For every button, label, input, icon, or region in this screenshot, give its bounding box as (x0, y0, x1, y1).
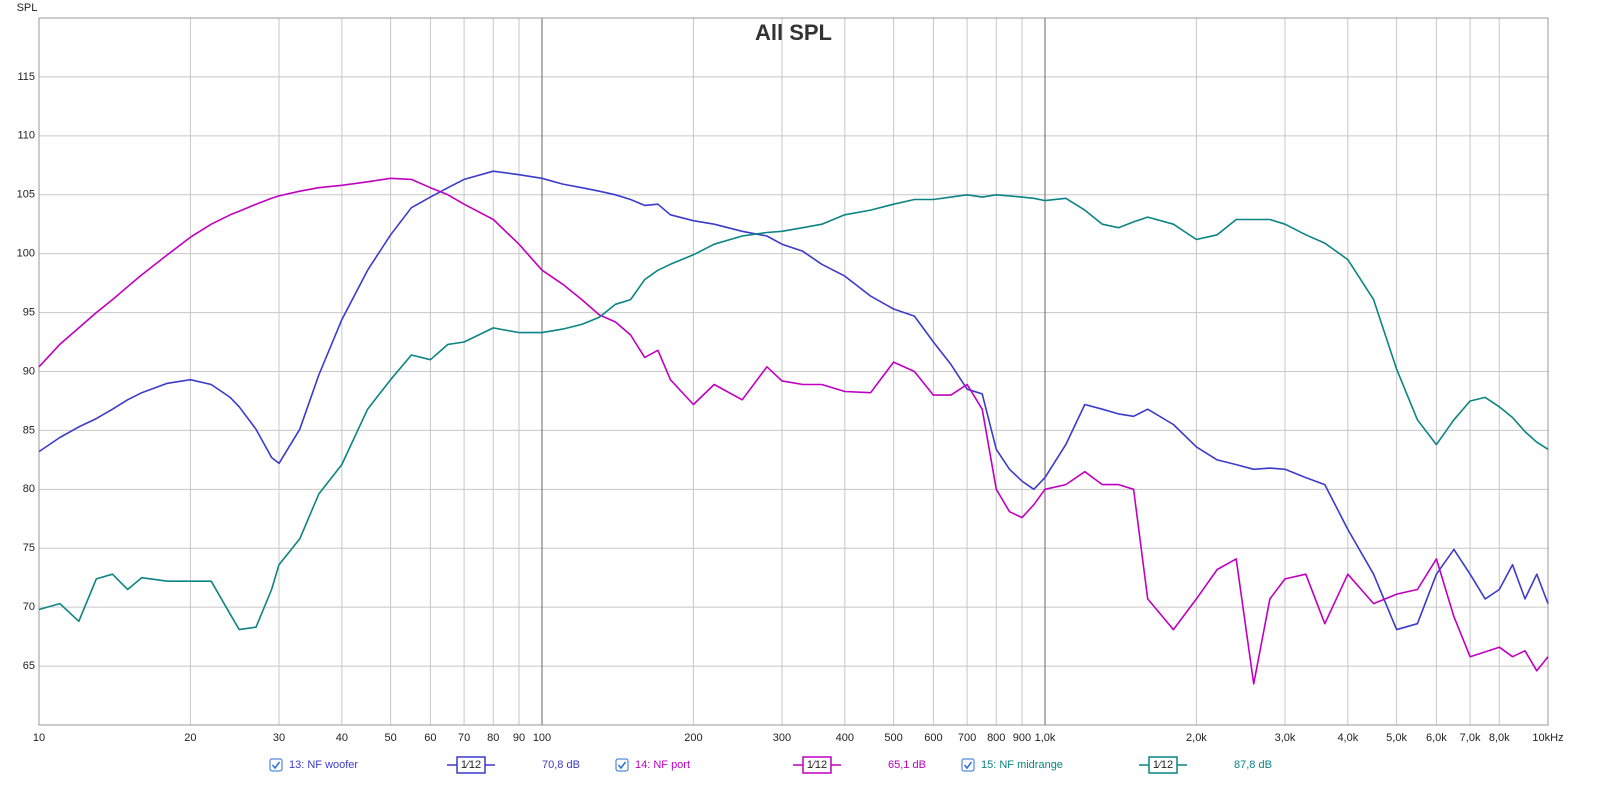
checkmark (617, 761, 627, 770)
smoothing-label: 1⁄12 (1153, 759, 1173, 771)
smoothing-box[interactable] (802, 756, 832, 774)
legend-name: 15: NF midrange (981, 759, 1063, 771)
y-tick-label: 85 (23, 424, 35, 436)
x-tick-label: 6,0k (1426, 732, 1447, 744)
legend-name: 13: NF woofer (289, 759, 358, 771)
y-tick-label: 90 (23, 365, 35, 377)
series-line (38, 170, 1549, 631)
checkmark (271, 761, 281, 770)
y-tick-label: 65 (23, 660, 35, 672)
x-tick-label: 30 (273, 732, 285, 744)
x-tick-label: 8,0k (1489, 732, 1510, 744)
x-tick-label: 70 (458, 732, 470, 744)
y-tick-label: 70 (23, 601, 35, 613)
y-tick-label: 100 (17, 248, 35, 260)
y-tick-label: 115 (17, 71, 35, 83)
chart-title: All SPL (755, 20, 832, 45)
y-tick-label: 105 (17, 189, 35, 201)
smoothing-box[interactable] (1148, 756, 1178, 774)
series-line (38, 194, 1549, 631)
x-tick-label: 3,0k (1275, 732, 1296, 744)
legend-level: 65,1 dB (888, 759, 926, 771)
x-tick-label: 1,0k (1035, 732, 1056, 744)
x-tick-label: 700 (958, 732, 976, 744)
legend-item: 15: NF midrange 1⁄12 87,8 dB (961, 756, 1272, 774)
y-tick-label: 80 (23, 483, 35, 495)
x-tick-label: 600 (924, 732, 942, 744)
x-tick-label: 100 (533, 732, 551, 744)
legend-checkbox[interactable] (615, 758, 629, 772)
x-tick-label: 800 (987, 732, 1005, 744)
x-tick-label: 900 (1013, 732, 1031, 744)
legend-item: 13: NF woofer 1⁄12 70,8 dB (269, 756, 580, 774)
x-tick-label: 5,0k (1386, 732, 1407, 744)
x-tick-label: 7,0k (1460, 732, 1481, 744)
y-tick-label: 95 (23, 306, 35, 318)
legend-item: 14: NF port 1⁄12 65,1 dB (615, 756, 926, 774)
smoothing-box[interactable] (456, 756, 486, 774)
legend-checkbox[interactable] (269, 758, 283, 772)
x-tick-label: 10kHz (1532, 732, 1563, 744)
x-tick-label: 300 (773, 732, 791, 744)
x-tick-label: 20 (184, 732, 196, 744)
x-tick-label: 60 (424, 732, 436, 744)
x-tick-label: 80 (487, 732, 499, 744)
y-tick-label: 110 (17, 130, 35, 142)
checkmark (963, 761, 973, 770)
legend-name: 14: NF port (635, 759, 690, 771)
x-tick-label: 2,0k (1186, 732, 1207, 744)
series-line (38, 177, 1549, 685)
x-tick-label: 40 (336, 732, 348, 744)
legend-checkbox[interactable] (961, 758, 975, 772)
smoothing-label: 1⁄12 (807, 759, 827, 771)
x-tick-label: 400 (836, 732, 854, 744)
x-tick-label: 4,0k (1337, 732, 1358, 744)
x-tick-label: 50 (384, 732, 396, 744)
plot-frame (38, 17, 1549, 726)
legend-level: 87,8 dB (1234, 759, 1272, 771)
legend-level: 70,8 dB (542, 759, 580, 771)
x-tick-label: 90 (513, 732, 525, 744)
smoothing-label: 1⁄12 (461, 759, 481, 771)
y-axis-label: SPL (17, 2, 38, 14)
x-tick-label: 500 (884, 732, 902, 744)
y-tick-label: 75 (23, 542, 35, 554)
x-tick-label: 10 (33, 732, 45, 744)
x-tick-label: 200 (684, 732, 702, 744)
